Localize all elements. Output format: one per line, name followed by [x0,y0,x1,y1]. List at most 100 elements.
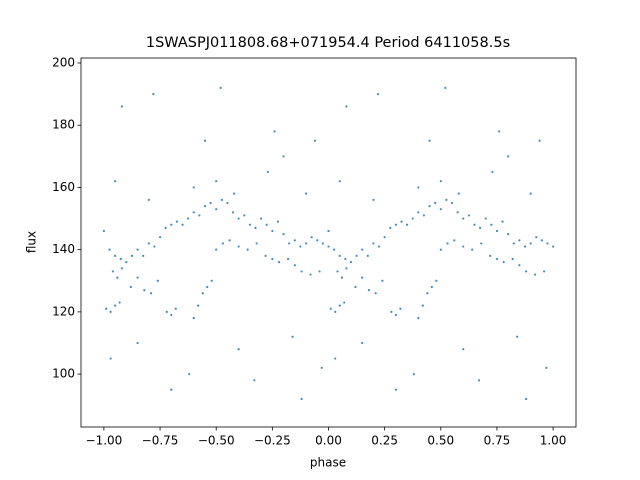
data-point [226,201,229,205]
data-point [108,248,111,251]
data-point [473,223,476,226]
data-point [265,223,268,226]
data-point [109,357,112,360]
data-point [237,348,240,351]
data-point [120,105,123,108]
data-point [304,242,308,245]
x-tick-label: −1.00 [86,434,123,448]
data-point [349,261,353,264]
data-point [299,245,302,248]
data-point [480,242,483,245]
data-point [203,139,207,142]
data-point [507,155,510,158]
data-point [203,204,207,208]
data-point [516,335,519,338]
data-point [535,236,538,239]
data-point [502,261,505,264]
data-point [286,257,290,261]
data-point [288,242,291,245]
data-point [215,248,218,251]
data-point [175,220,179,223]
data-point [228,239,231,242]
data-point [394,388,397,391]
data-point [192,317,195,320]
data-point [197,304,200,307]
data-point [174,307,177,310]
data-point [366,254,369,257]
x-axis-label: phase [310,456,346,470]
data-point [147,242,150,245]
data-point [246,248,249,251]
data-point [498,130,501,133]
data-point [313,139,317,142]
x-tick-label: 0.00 [315,434,342,448]
data-point [439,208,442,211]
data-point [231,211,235,214]
data-point [215,208,218,211]
y-tick-label: 120 [52,304,75,318]
data-point [489,254,492,257]
data-point [545,366,548,369]
data-point [426,292,429,295]
data-point [457,192,460,195]
chart-title: 1SWASPJ011808.68+071954.4 Period 6411058… [146,35,510,51]
data-point [477,379,481,382]
x-tick-label: −0.75 [142,434,179,448]
data-point [129,285,132,289]
data-point [105,307,108,310]
data-point [248,223,251,226]
data-point [355,254,358,257]
data-point [114,180,117,183]
data-point [411,217,414,220]
data-point [551,245,555,248]
data-point [209,201,212,205]
data-point [361,276,364,279]
data-point [495,229,499,233]
data-point [156,279,159,282]
data-point [321,242,324,245]
data-point [271,257,274,261]
data-point [399,307,402,310]
data-point [394,313,397,317]
data-point [282,155,285,158]
data-point [158,236,162,239]
x-tick-label: −0.50 [198,434,235,448]
data-point [143,289,146,292]
data-point [170,388,173,391]
data-point [435,279,438,282]
data-point [361,248,364,251]
data-point [361,341,364,345]
data-point [511,257,514,261]
data-point [109,310,112,313]
data-point [406,223,409,226]
data-point [300,397,303,401]
data-point [276,220,280,223]
data-point [210,279,213,282]
data-point [534,273,537,276]
data-point [253,379,256,382]
data-point [338,180,341,183]
data-point [233,192,236,195]
data-point [309,273,312,276]
data-point [220,198,223,201]
data-point [293,239,296,242]
data-point [450,201,454,205]
y-tick-label: 200 [52,55,75,69]
data-point [428,139,431,142]
data-point [136,248,139,251]
data-point [327,245,330,248]
x-tick-label: 1.00 [540,434,567,448]
data-point [334,357,337,360]
data-point [428,204,431,208]
data-point [310,236,313,239]
data-point [518,239,521,242]
data-point [490,223,493,226]
data-point [136,341,139,345]
data-point [188,373,191,376]
data-point [264,254,267,257]
data-point [512,242,515,245]
data-point [118,301,121,304]
data-point [170,223,173,226]
data-point [334,310,337,313]
